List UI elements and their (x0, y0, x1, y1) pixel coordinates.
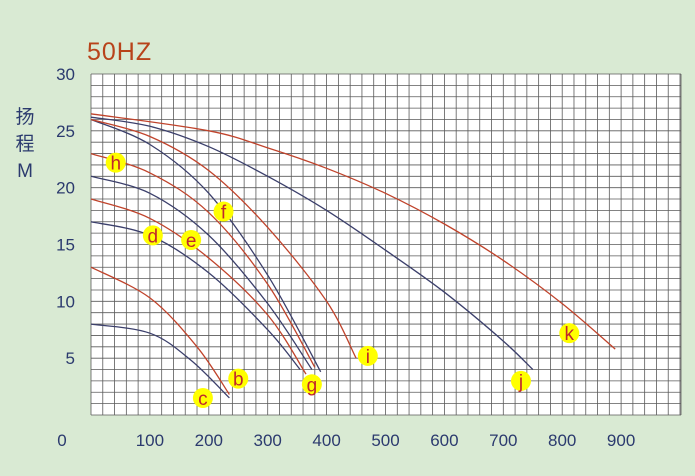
curve-label-b: b (233, 370, 244, 391)
x-tick-label: 0 (57, 431, 66, 450)
x-tick-label: 300 (254, 431, 282, 450)
y-axis-label-char: 扬 (15, 107, 35, 128)
y-axis-label-char: 程 (15, 134, 35, 155)
x-tick-label: 100 (136, 431, 164, 450)
x-tick-label: 200 (195, 431, 223, 450)
curve-label-marker-b (228, 368, 249, 389)
curve-b (90, 266, 230, 395)
curve-label-k: k (565, 324, 575, 345)
curve-d (90, 221, 301, 370)
y-tick-label: 30 (56, 65, 75, 84)
curve-e (90, 198, 307, 375)
curve-j (90, 116, 534, 370)
y-tick-label: 10 (56, 292, 75, 311)
curve-label-marker-e (181, 229, 202, 250)
y-tick-label: 25 (56, 122, 75, 141)
y-axis-label-char: M (17, 161, 33, 182)
curve-label-marker-f (213, 201, 234, 222)
curve-label-e: e (186, 231, 197, 252)
x-tick-label: 400 (312, 431, 340, 450)
y-axis-label: 扬 程 M (12, 104, 38, 185)
curve-label-h: h (110, 154, 121, 175)
x-tick-label: 900 (607, 431, 635, 450)
curve-c (90, 323, 230, 399)
curve-label-marker-g (301, 374, 322, 395)
curve-f (90, 118, 322, 373)
curve-label-marker-h (105, 152, 126, 173)
curve-h (90, 152, 316, 368)
x-tick-label: 800 (548, 431, 576, 450)
curve-label-marker-i (357, 345, 378, 366)
curve-label-d: d (148, 226, 159, 247)
x-tick-label: 600 (430, 431, 458, 450)
x-tick-label: 500 (371, 431, 399, 450)
chart-title: 50HZ (87, 38, 153, 66)
curve-label-marker-k (559, 323, 580, 344)
curve-i (90, 118, 357, 359)
curve-label-marker-j (510, 370, 531, 391)
curve-label-marker-d (142, 225, 163, 246)
curve-label-marker-c (192, 387, 213, 408)
curve-label-j: j (518, 372, 523, 393)
y-tick-label: 5 (66, 349, 75, 368)
curve-g (90, 175, 313, 370)
y-tick-label: 15 (56, 236, 75, 255)
x-tick-label: 700 (489, 431, 517, 450)
curve-label-g: g (307, 375, 318, 396)
curve-label-f: f (221, 203, 227, 224)
curve-k (90, 113, 616, 350)
curve-label-c: c (198, 389, 208, 410)
grid-lines (90, 73, 681, 416)
y-tick-label: 20 (56, 179, 75, 198)
curve-label-i: i (366, 347, 370, 368)
